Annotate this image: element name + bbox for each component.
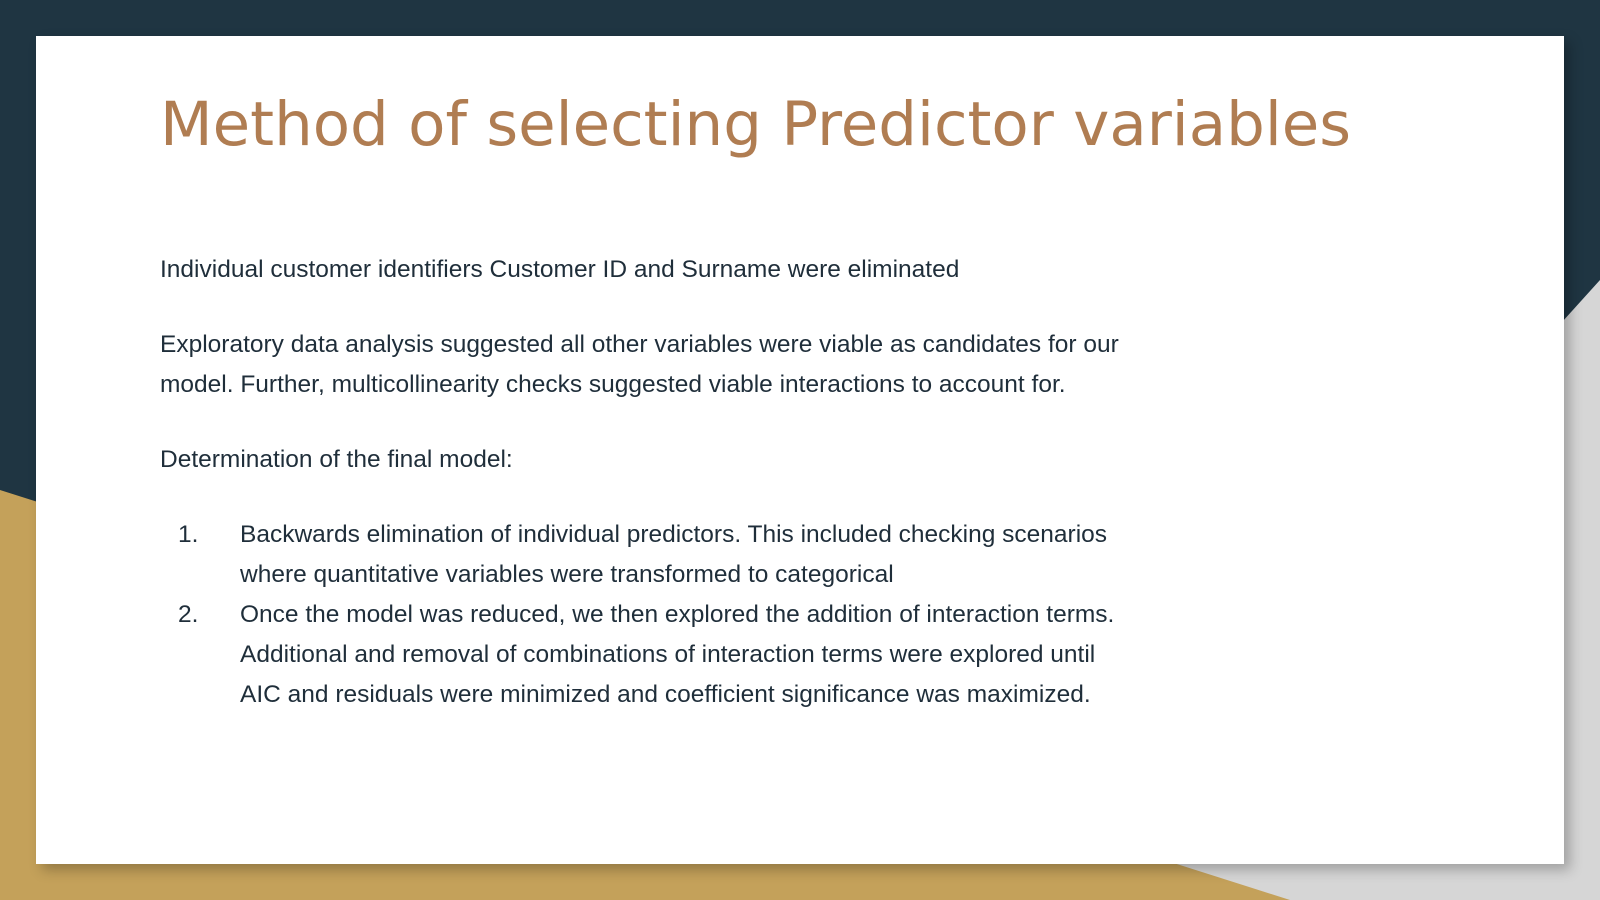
list-item-text: Once the model was reduced, we then expl… bbox=[240, 601, 1115, 708]
slide-title: Method of selecting Predictor variables bbox=[160, 89, 1352, 160]
steps-list: 1. Backwards elimination of individual p… bbox=[160, 515, 1140, 715]
list-item: 2. Once the model was reduced, we then e… bbox=[160, 595, 1140, 715]
list-item-number: 2. bbox=[178, 601, 199, 628]
paragraph-final-model-heading: Determination of the final model: bbox=[160, 446, 513, 473]
slide-card: Method of selecting Predictor variables … bbox=[36, 36, 1564, 864]
paragraph-exploratory-analysis: Exploratory data analysis suggested all … bbox=[160, 331, 1119, 398]
paragraph-identifiers: Individual customer identifiers Customer… bbox=[160, 256, 960, 283]
list-item: 1. Backwards elimination of individual p… bbox=[160, 515, 1140, 595]
slide-body: Individual customer identifiers Customer… bbox=[160, 250, 1140, 715]
list-item-text: Backwards elimination of individual pred… bbox=[240, 521, 1108, 588]
list-item-number: 1. bbox=[178, 521, 199, 548]
